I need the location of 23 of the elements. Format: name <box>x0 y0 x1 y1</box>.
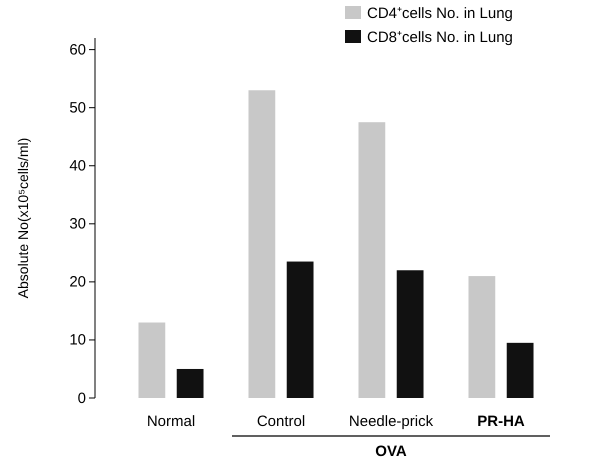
bar <box>396 270 424 398</box>
text: OVA <box>375 443 407 460</box>
x-tick-label: Control <box>256 413 306 430</box>
y-tick-label: 50 <box>69 99 86 116</box>
x-tick-label: Needle-prick <box>348 413 434 430</box>
bar <box>468 276 496 398</box>
x-tick-label: PR-HA <box>477 413 525 430</box>
legend-label: CD8⁺cells No. in Lung <box>367 29 513 46</box>
y-tick-label: 40 <box>69 158 86 175</box>
bar <box>358 122 386 398</box>
y-tick-label: 30 <box>69 216 86 233</box>
bar <box>138 322 166 398</box>
y-tick-label: 20 <box>69 274 86 291</box>
legend-label: CD4⁺cells No. in Lung <box>367 5 513 22</box>
bar <box>176 368 204 398</box>
x-tick-label: Normal <box>146 413 196 430</box>
bar <box>506 342 534 398</box>
bar <box>286 262 314 398</box>
y-tick-label: 0 <box>78 390 86 407</box>
y-axis-title: Absolute No(x10⁵cells/ml) <box>15 138 31 298</box>
bar <box>248 90 276 398</box>
y-tick-label: 60 <box>69 41 86 58</box>
y-tick-label: 10 <box>69 332 86 349</box>
